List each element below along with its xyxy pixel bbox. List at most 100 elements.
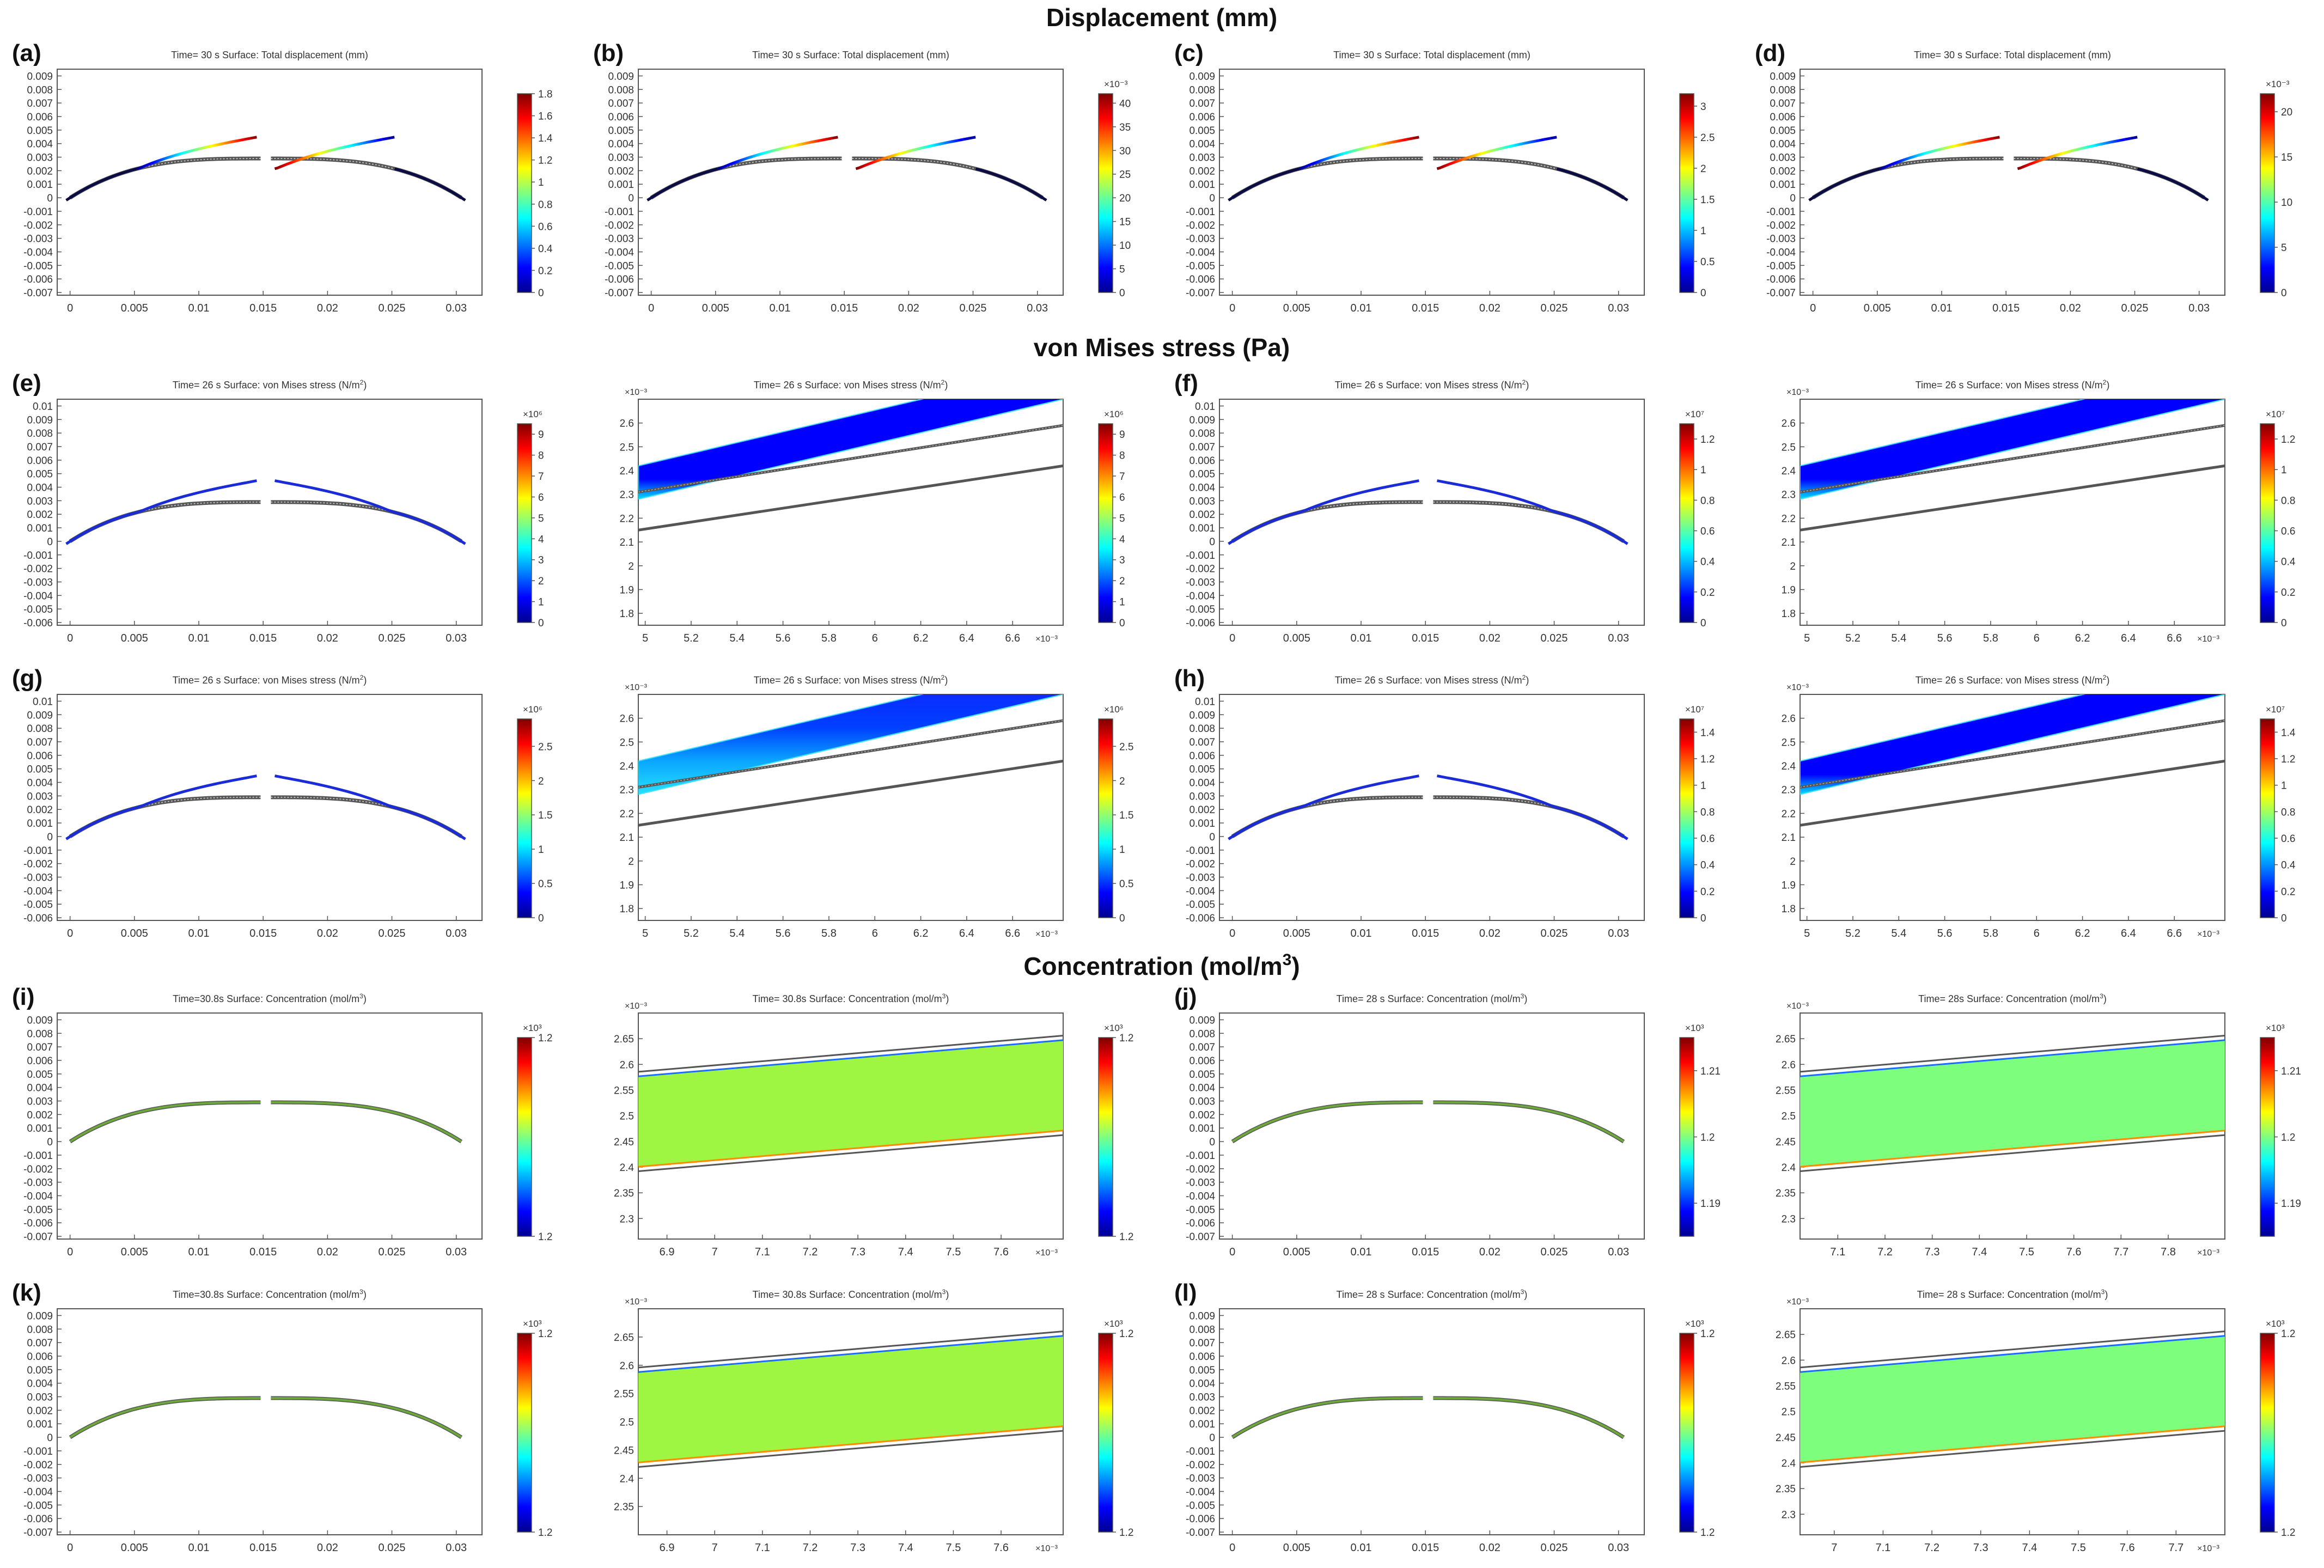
y-tick-label: 0.009 xyxy=(27,414,53,426)
y-tick-label: -0.003 xyxy=(605,234,634,245)
x-tick-label: 0.025 xyxy=(379,302,406,314)
y-tick-label: 1.9 xyxy=(1782,584,1796,596)
plot-area xyxy=(1231,1100,1625,1144)
y-tick-label: -0.002 xyxy=(23,220,53,231)
colorbar-tick-label: 6 xyxy=(1119,492,1125,503)
colorbar-tick-label: 1.4 xyxy=(2281,727,2296,739)
plot-title: Time= 28 s Surface: Concentration (mol/m… xyxy=(1917,1288,2108,1300)
plot-title: Time= 26 s Surface: von Mises stress (N/… xyxy=(173,674,367,686)
x-tick-label: 0.01 xyxy=(1351,1246,1372,1258)
lens-mesh xyxy=(70,1398,462,1438)
y-tick-label: 0.009 xyxy=(608,71,634,82)
y-tick-label: -0.004 xyxy=(23,1191,53,1202)
y-exponent: ×10⁻³ xyxy=(625,1297,648,1307)
y-tick-label: -0.001 xyxy=(605,206,634,218)
y-tick-label: 2.5 xyxy=(620,1417,634,1429)
panel-h: (h) Time= 26 s Surface: von Mises stress … xyxy=(1174,665,1715,939)
y-tick-label: 0.007 xyxy=(1770,98,1796,109)
y-tick-label: 0.004 xyxy=(27,139,53,150)
panel-k: (k) Time=30.8s Surface: Concentration (mo… xyxy=(12,1279,552,1554)
y-tick-label: 2.6 xyxy=(1782,1355,1796,1366)
band-edge-lower xyxy=(1800,1130,2225,1168)
y-tick-label: 0.007 xyxy=(27,737,53,748)
colorbar-tick-label: 15 xyxy=(1119,217,1131,228)
colorbar-tick-label: 1.2 xyxy=(2281,1328,2295,1340)
x-tick-label: 7.5 xyxy=(946,1246,961,1258)
colorbar-tick-label: 2 xyxy=(1700,163,1706,175)
colorbar xyxy=(1098,718,1113,918)
colorbar-tick-label: 0.2 xyxy=(1700,587,1715,599)
lens-boundary-lower xyxy=(1800,1430,2225,1468)
x-tick-label: 0.01 xyxy=(188,302,210,314)
panel-label: (e) xyxy=(12,370,41,396)
y-exponent: ×10⁻³ xyxy=(625,683,648,692)
y-tick-label: 2 xyxy=(1790,856,1796,868)
plot-area xyxy=(65,774,466,840)
lens-arc xyxy=(1231,156,1625,200)
y-tick-label: 0 xyxy=(1209,536,1215,548)
colorbar-tick-label: 0 xyxy=(1700,618,1706,629)
colorbar-tick-label: 0.6 xyxy=(2281,526,2295,538)
colorbar-tick-label: 1.5 xyxy=(1119,810,1133,821)
x-tick-label: 0.015 xyxy=(1412,928,1439,939)
colorbar xyxy=(2260,1037,2275,1237)
x-tick-label: 5.4 xyxy=(1891,632,1906,644)
y-tick-label: 0.007 xyxy=(1189,1338,1215,1349)
x-tick-label: 0.02 xyxy=(317,632,338,644)
y-tick-label: 0.002 xyxy=(1770,166,1796,177)
y-tick-label: 2.4 xyxy=(1782,466,1796,477)
lens-arc xyxy=(1231,1396,1625,1439)
x-tick-label: 0.005 xyxy=(1283,1246,1310,1258)
x-tick-label: 0.03 xyxy=(446,928,467,939)
y-tick-label: -0.004 xyxy=(23,1486,53,1498)
colorbar-tick-label: 1.5 xyxy=(538,810,552,821)
panel-label: (a) xyxy=(12,40,41,66)
x-tick-label: 0.03 xyxy=(446,632,467,644)
y-tick-label: 0 xyxy=(628,193,634,204)
lens-mesh xyxy=(70,796,462,837)
colorbar-exponent: ×10⁷ xyxy=(2266,409,2285,419)
colorbar xyxy=(517,93,532,293)
x-tick-label: 0.015 xyxy=(249,1246,277,1258)
lens-boundary-lower xyxy=(1800,759,2225,827)
lens-mesh xyxy=(1813,158,2205,198)
y-tick-label: 0 xyxy=(47,832,53,843)
y-tick-label: 2.4 xyxy=(1782,761,1796,772)
colorbar-tick-label: 3 xyxy=(1119,555,1125,566)
colorbar-tick-label: 2 xyxy=(538,776,544,787)
y-tick-label: 2.5 xyxy=(1782,442,1796,453)
colorbar-tick-label: 1.4 xyxy=(538,133,553,144)
y-tick-label: 2.1 xyxy=(1782,832,1796,844)
y-exponent: ×10⁻³ xyxy=(1786,683,1809,692)
x-tick-label: 6.9 xyxy=(660,1542,675,1554)
axes-frame xyxy=(1219,1012,1645,1240)
y-exponent: ×10⁻³ xyxy=(625,1002,648,1011)
y-tick-label: 2.6 xyxy=(1782,713,1796,725)
panel-zoom-9: Time= 26 s Surface: von Mises stress (N/… xyxy=(620,674,1134,939)
y-tick-label: -0.005 xyxy=(1186,604,1215,615)
colorbar xyxy=(2260,93,2275,293)
shell-right xyxy=(275,479,466,545)
colorbar-tick-label: 5 xyxy=(2281,242,2287,254)
colorbar-tick-label: 8 xyxy=(1119,450,1125,462)
colorbar-tick-label: 10 xyxy=(2281,197,2292,209)
x-tick-label: 0.01 xyxy=(770,302,791,314)
colorbar-exponent: ×10⁷ xyxy=(2266,704,2285,715)
plot-area xyxy=(1228,479,1628,545)
y-tick-label: 0.002 xyxy=(1189,804,1215,816)
x-tick-label: 0.02 xyxy=(317,1246,338,1258)
y-tick-label: -0.001 xyxy=(23,206,53,218)
colorbar-tick-label: 0 xyxy=(1119,618,1125,629)
y-tick-label: -0.005 xyxy=(23,899,53,911)
x-tick-label: 0 xyxy=(1229,1246,1235,1258)
plot-title: Time= 30 s Surface: Total displacement (… xyxy=(752,50,949,60)
lens-arc xyxy=(69,795,463,838)
y-tick-label: -0.005 xyxy=(23,604,53,615)
y-tick-label: 0.003 xyxy=(1189,791,1215,802)
shell-left xyxy=(65,479,257,545)
y-tick-label: 2.2 xyxy=(620,808,634,820)
x-tick-label: 0.025 xyxy=(1541,928,1568,939)
y-tick-label: -0.005 xyxy=(1766,260,1796,272)
x-tick-label: 0 xyxy=(1810,302,1816,314)
y-tick-label: -0.006 xyxy=(605,274,634,285)
